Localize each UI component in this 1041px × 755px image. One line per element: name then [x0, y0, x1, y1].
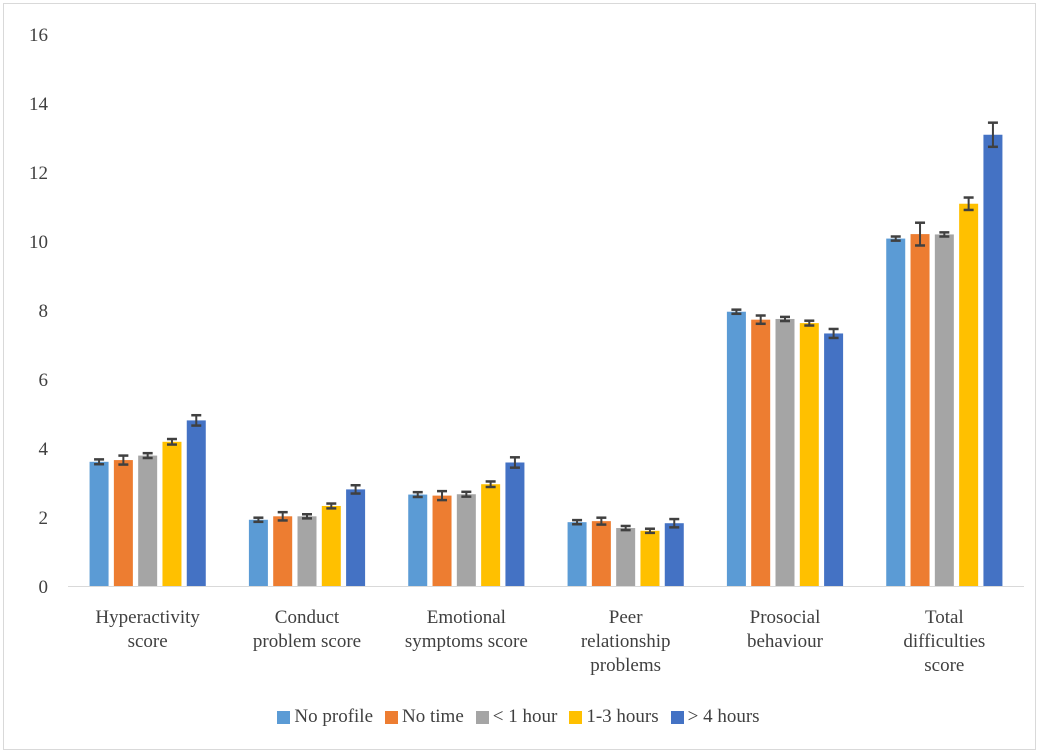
y-tick-label: 16 [29, 25, 48, 46]
legend-item: No profile [277, 706, 373, 728]
bar-4-0 [726, 311, 746, 586]
legend-item: < 1 hour [475, 706, 558, 728]
bar-0-2 [138, 455, 158, 586]
bar-1-3 [321, 505, 341, 586]
y-tick-label: 12 [29, 163, 48, 184]
legend-swatch [475, 710, 489, 724]
bar-4-2 [775, 318, 795, 586]
y-tick-label: 10 [29, 232, 48, 253]
bar-1-1 [273, 516, 293, 586]
bar-1-4 [346, 489, 366, 586]
bar-4-3 [799, 323, 819, 586]
y-tick-label: 0 [39, 577, 49, 598]
bar-0-4 [186, 420, 206, 586]
y-tick-label: 4 [39, 439, 49, 460]
bar-3-3 [640, 530, 660, 586]
legend-label: < 1 hour [492, 706, 558, 727]
bar-3-4 [664, 523, 684, 586]
bar-1-0 [248, 519, 268, 586]
category-label: Peer relationship problems [581, 607, 671, 676]
bar-4-1 [751, 319, 771, 586]
legend-swatch [670, 710, 684, 724]
category-label-line: Peer [609, 607, 643, 628]
legend-swatch [569, 710, 583, 724]
category-label-line: Emotional [427, 607, 506, 628]
bar-1-2 [297, 516, 317, 586]
bar-3-2 [616, 528, 636, 586]
category-label-line: Hyperactivity [95, 607, 200, 628]
bar-5-2 [934, 234, 954, 586]
legend-label: 1-3 hours [586, 706, 659, 727]
y-tick-label: 14 [29, 94, 49, 115]
bar-4-4 [824, 333, 844, 586]
category-label-line: problem score [253, 631, 361, 652]
bar-2-0 [408, 494, 428, 586]
bar-5-1 [910, 234, 930, 586]
legend-item: 1-3 hours [569, 706, 659, 728]
bar-5-3 [959, 203, 979, 587]
bar-5-4 [983, 134, 1003, 587]
category-label-line: difficulties [903, 631, 985, 652]
legend-swatch [385, 710, 399, 724]
category-label-line: relationship [581, 631, 671, 652]
bar-2-3 [481, 484, 501, 586]
bar-2-2 [456, 494, 476, 586]
bar-0-3 [162, 441, 182, 586]
category-label-line: Total [925, 607, 964, 628]
bar-2-4 [505, 462, 525, 586]
category-label-line: Conduct [275, 607, 340, 628]
bar-0-1 [113, 460, 133, 586]
y-tick-label: 8 [39, 301, 49, 322]
y-tick-label: 6 [39, 370, 49, 391]
legend-label: No time [402, 706, 464, 727]
legend-label: > 4 hours [687, 706, 760, 727]
category-label-line: score [924, 655, 964, 676]
category-label-line: Prosocial [750, 607, 821, 628]
legend-item: No time [385, 706, 464, 728]
legend: No profile No time < 1 hour 1-3 hours > 4 ho… [0, 706, 1041, 728]
category-label: Prosocial behaviour [747, 607, 824, 652]
legend-label: No profile [294, 706, 374, 727]
bar-5-0 [886, 238, 906, 586]
bar-0-0 [89, 461, 109, 586]
chart-frame [3, 3, 1036, 750]
bar-3-0 [567, 522, 587, 586]
legend-swatch [277, 710, 291, 724]
bar-3-1 [591, 521, 611, 586]
category-label: Total difficulties score [903, 607, 985, 676]
bar-chart: 0 2 4 6 8 10 12 14 16 Hyperactivity score Conduct pr… [29, 25, 1024, 676]
category-label: Conduct problem score [253, 607, 361, 652]
category-label-line: problems [590, 655, 661, 676]
category-label-line: score [128, 631, 168, 652]
bar-2-1 [432, 495, 452, 586]
category-label: Emotional symptoms score [405, 607, 528, 652]
category-label-line: symptoms score [405, 631, 528, 652]
legend-item: > 4 hours [670, 706, 760, 728]
category-label: Hyperactivity score [95, 607, 200, 652]
category-label-line: behaviour [747, 631, 824, 652]
y-tick-label: 2 [39, 508, 49, 529]
